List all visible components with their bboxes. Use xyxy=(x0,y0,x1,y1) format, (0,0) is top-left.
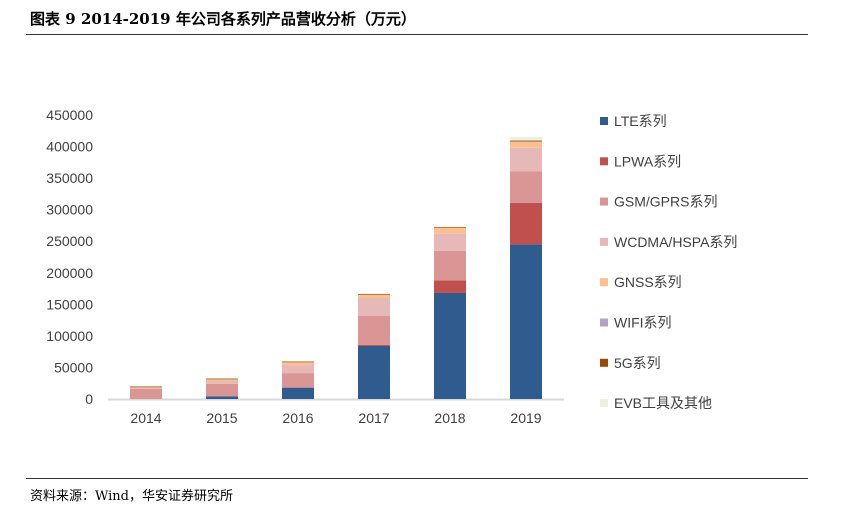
bar-segment xyxy=(130,387,162,389)
source-note: 资料来源：Wind，华安证券研究所 xyxy=(30,489,233,504)
bar-segment xyxy=(510,147,542,172)
legend-swatch xyxy=(600,237,608,246)
bar-segment xyxy=(130,385,162,387)
source-divider xyxy=(26,478,808,479)
bar-segment xyxy=(510,171,542,203)
bar-segment xyxy=(282,361,314,363)
y-tick-label: 450000 xyxy=(46,107,93,123)
figure-title: 图表 9 2014-2019 年公司各系列产品营收分析（万元） xyxy=(30,10,416,28)
bar-segment xyxy=(358,293,390,295)
legend-label: LTE系列 xyxy=(614,113,667,129)
y-tick-label: 400000 xyxy=(46,139,93,155)
x-tick-label: 2017 xyxy=(358,410,389,426)
x-tick-label: 2019 xyxy=(510,410,541,426)
bar-segment xyxy=(206,396,238,399)
bar-segment xyxy=(282,360,314,362)
legend-swatch xyxy=(600,197,608,206)
legend-label: WCDMA/HSPA系列 xyxy=(614,234,737,250)
bar-segment xyxy=(206,378,238,382)
bar-segment xyxy=(510,202,542,245)
bar-segment xyxy=(434,226,466,228)
bar-segment xyxy=(206,378,238,380)
legend-label: 5G系列 xyxy=(614,355,661,371)
legend-swatch xyxy=(600,278,608,287)
bar-segment xyxy=(130,388,162,399)
y-tick-label: 250000 xyxy=(46,233,93,249)
y-tick-label: 0 xyxy=(85,391,93,407)
bar-segment xyxy=(206,381,238,384)
legend-swatch xyxy=(600,117,608,125)
bar-segment xyxy=(282,364,314,374)
title-divider xyxy=(26,34,808,35)
y-tick-label: 100000 xyxy=(46,328,93,344)
y-tick-label: 200000 xyxy=(46,265,93,281)
legend-label: EVB工具及其他 xyxy=(614,395,712,411)
bar-segment xyxy=(510,136,542,141)
bar-segment xyxy=(510,141,542,148)
x-tick-label: 2015 xyxy=(206,410,237,426)
bar-segment xyxy=(434,227,466,228)
bar-segment xyxy=(434,280,466,293)
legend-swatch xyxy=(600,157,608,166)
bar-segment xyxy=(358,293,390,295)
y-tick-label: 350000 xyxy=(46,170,93,186)
bar-segment xyxy=(206,377,238,379)
legend-label: GNSS系列 xyxy=(614,274,682,290)
legend-swatch xyxy=(600,399,608,408)
bar-segment xyxy=(434,292,466,399)
legend-swatch xyxy=(600,358,608,367)
bar-segment xyxy=(282,387,314,399)
bar-segment xyxy=(206,383,238,397)
bar-segment xyxy=(358,298,390,317)
legend-label: WIFI系列 xyxy=(614,315,672,331)
y-tick-label: 50000 xyxy=(54,359,93,375)
bar-segment xyxy=(358,345,390,399)
bar-segment xyxy=(510,140,542,142)
bar-segment xyxy=(358,344,390,346)
bar-segment xyxy=(282,361,314,365)
y-tick-label: 150000 xyxy=(46,296,93,312)
x-tick-label: 2018 xyxy=(434,410,465,426)
x-tick-label: 2016 xyxy=(282,410,313,426)
legend-label: GSM/GPRS系列 xyxy=(614,194,717,210)
bar-segment xyxy=(434,227,466,234)
bar-segment xyxy=(434,233,466,251)
y-tick-label: 300000 xyxy=(46,202,93,218)
bar-segment xyxy=(282,373,314,388)
bar-segment xyxy=(434,250,466,281)
bar-segment xyxy=(130,386,162,388)
legend-label: LPWA系列 xyxy=(614,153,681,169)
bar-segment xyxy=(358,294,390,299)
legend-swatch xyxy=(600,318,608,327)
bar-segment xyxy=(510,244,542,399)
x-tick-label: 2014 xyxy=(130,410,161,426)
bar-segment xyxy=(358,316,390,345)
